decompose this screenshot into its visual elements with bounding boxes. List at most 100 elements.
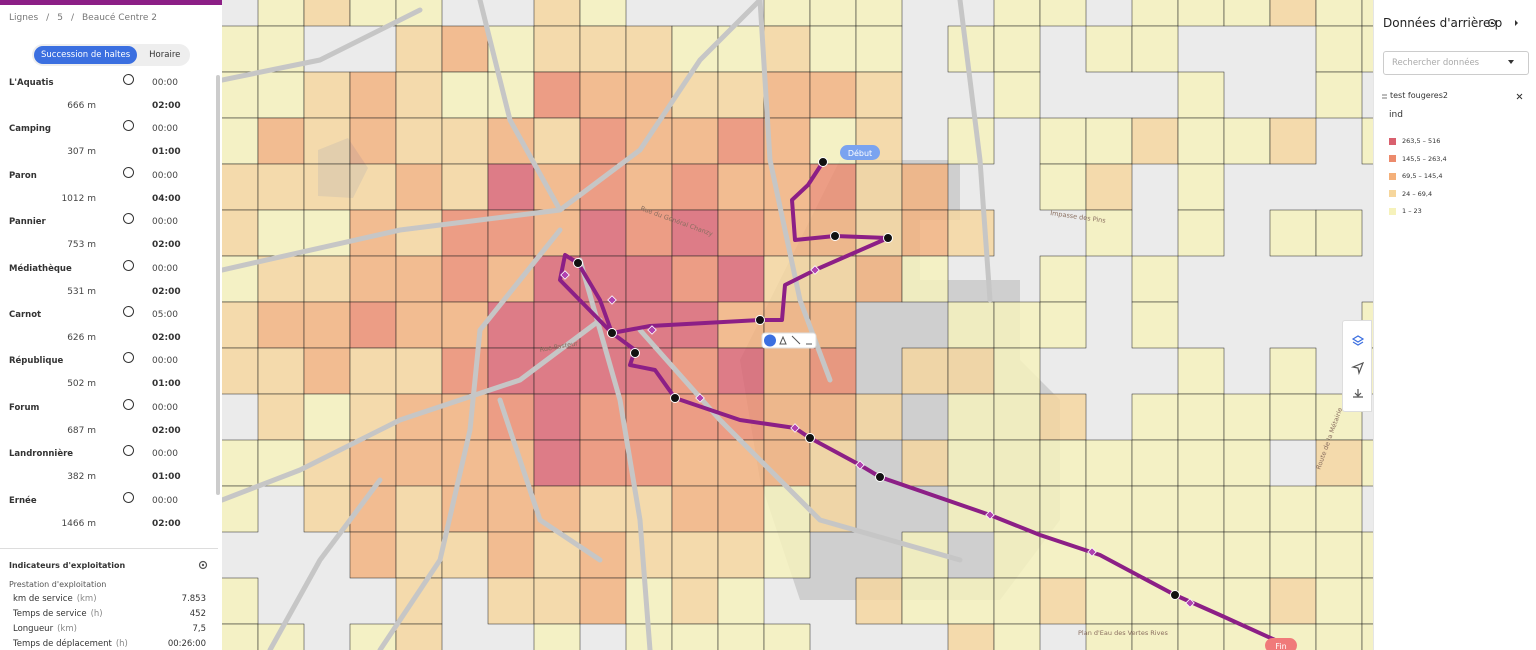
indicator-unit: (km) — [76, 594, 97, 604]
grid-cell — [1177, 485, 1225, 533]
stop-distance: 531 m — [67, 286, 96, 297]
grid-cell — [487, 577, 535, 625]
stop-distance: 307 m — [67, 147, 96, 158]
grid-cell — [1131, 0, 1179, 27]
indicator-value: 7,5 — [192, 624, 206, 634]
waypoint — [647, 325, 657, 335]
grid-cell — [349, 301, 397, 349]
tool-icons[interactable] — [1343, 321, 1373, 413]
stop-radio[interactable] — [123, 352, 134, 364]
grid-cell — [717, 347, 765, 395]
crumb-link[interactable]: Lignes — [9, 13, 39, 23]
grid-cell — [1315, 209, 1363, 257]
stop-marker — [830, 231, 840, 241]
grid-cell — [809, 347, 857, 395]
grid-cell — [349, 347, 397, 395]
grid-cell — [809, 0, 857, 27]
stop-radio[interactable] — [123, 166, 134, 178]
stop-radio[interactable] — [123, 491, 134, 503]
grid-cell — [1361, 117, 1373, 165]
grid-cell — [222, 209, 259, 257]
crumb-link[interactable]: 5 — [57, 13, 63, 23]
stop-duration: 01:00 — [152, 472, 181, 483]
search-input[interactable]: Rechercher données — [1383, 51, 1529, 75]
grid-cell — [809, 393, 857, 441]
stop-distance: 753 m — [67, 240, 96, 251]
grid-cell — [303, 71, 351, 119]
scrollbar[interactable] — [216, 75, 220, 495]
stop-duration: 04:00 — [152, 193, 181, 204]
grid-cell — [1269, 347, 1317, 395]
waypoint — [855, 460, 865, 470]
grid-cell — [222, 163, 259, 211]
stop-radio[interactable] — [123, 259, 134, 271]
layer-controls[interactable] — [1381, 92, 1531, 102]
stop-name: Ernée — [9, 495, 37, 506]
grid-cell — [1269, 117, 1317, 165]
grid-cell — [349, 163, 397, 211]
grid-cell — [1177, 439, 1225, 487]
tab[interactable]: Succession de haltes — [34, 46, 138, 64]
grid-cell — [855, 25, 903, 73]
tab[interactable]: Horaire — [149, 50, 181, 60]
stop-marker — [818, 157, 828, 167]
grid-cell — [533, 393, 581, 441]
legend-label: 263,5 – 516 — [1402, 137, 1441, 145]
grid-cell — [533, 71, 581, 119]
panel-icons[interactable] — [1487, 17, 1527, 29]
grid-cell — [395, 301, 443, 349]
grid-cell — [671, 439, 719, 487]
grid-cell — [257, 209, 305, 257]
grid-cell — [1085, 117, 1133, 165]
stop-row: L'Aquatis 00:00 666 m 02:00 — [0, 71, 214, 117]
crumb-sep: / — [70, 13, 74, 23]
grid-cell — [855, 577, 903, 625]
grid-cell — [993, 531, 1041, 579]
stop-radio[interactable] — [123, 398, 134, 410]
grid-cell — [993, 301, 1041, 349]
stop-duration: 02:00 — [152, 425, 181, 436]
indicator-row: Longueur (km) 7,5 — [13, 624, 206, 634]
route-line — [558, 160, 1276, 642]
grid-cell — [533, 485, 581, 533]
toolbar-bg — [761, 332, 817, 349]
grid-cell — [1039, 439, 1087, 487]
grid-cell — [717, 255, 765, 303]
grid-cell — [1131, 531, 1179, 579]
stop-radio[interactable] — [123, 74, 134, 85]
grid-cell — [1039, 301, 1087, 349]
stop-radio[interactable] — [123, 120, 134, 132]
grid-cell — [1085, 623, 1133, 650]
grid-cell — [625, 25, 673, 73]
route-toolbar[interactable] — [761, 332, 817, 349]
grid-cell — [1085, 577, 1133, 625]
grid-cell — [1361, 25, 1373, 73]
indicator-label: Temps de service — [13, 609, 87, 619]
grid-cell — [1223, 531, 1271, 579]
dropdown-caret[interactable] — [1507, 58, 1515, 66]
grid-cell — [349, 117, 397, 165]
indicators: Indicateurs d'exploitation Prestation d'… — [0, 548, 218, 649]
legend-item: 1 – 23 — [1389, 207, 1422, 215]
stop-radio[interactable] — [123, 445, 134, 457]
stop-radio[interactable] — [123, 213, 134, 225]
start-badge — [840, 145, 880, 160]
density-grid — [222, 0, 1373, 650]
grid-cell — [579, 577, 627, 625]
indicator-unit: (h) — [115, 639, 128, 649]
stop-time: 00:00 — [152, 495, 178, 506]
indicator-value: 7.853 — [181, 594, 206, 604]
grid-cell — [1361, 439, 1373, 487]
grid-cell — [1177, 393, 1225, 441]
stop-radio[interactable] — [123, 306, 134, 317]
legend-swatch — [1389, 190, 1396, 197]
settings-icon[interactable] — [198, 560, 208, 570]
indicators-title: Indicateurs d'exploitation — [9, 561, 126, 570]
stop-time: 00:00 — [152, 402, 178, 413]
grid-cell — [395, 163, 443, 211]
grid-cell — [395, 25, 443, 73]
grid-cell — [395, 255, 443, 303]
stop-row: Pannier 00:00 753 m 02:00 — [0, 210, 214, 256]
